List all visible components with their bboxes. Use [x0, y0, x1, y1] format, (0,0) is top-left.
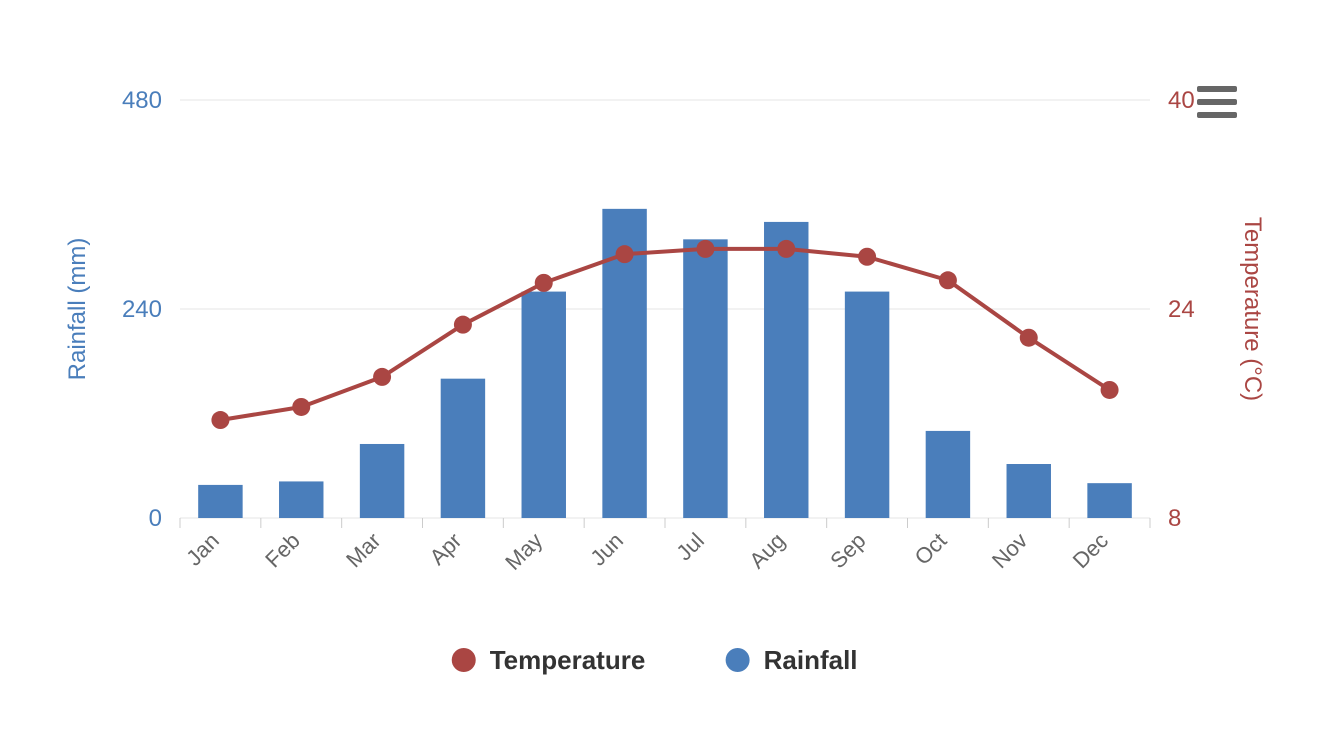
temperature-marker[interactable]: [211, 411, 229, 429]
menu-bar: [1197, 99, 1237, 105]
rainfall-bar[interactable]: [198, 485, 242, 518]
x-tick-label: Apr: [425, 528, 467, 570]
rainfall-bar[interactable]: [441, 379, 485, 518]
y-left-tick-label: 240: [122, 296, 162, 323]
rainfall-bar[interactable]: [1007, 464, 1051, 518]
menu-bar: [1197, 86, 1237, 92]
x-tick-label: Jan: [181, 528, 224, 571]
y-left-tick-label: 480: [122, 87, 162, 114]
x-tick-label: Mar: [341, 528, 385, 572]
temperature-marker[interactable]: [292, 398, 310, 416]
y-right-tick-label: 40: [1168, 87, 1195, 114]
temperature-marker[interactable]: [939, 271, 957, 289]
y-left-tick-label: 0: [149, 505, 162, 532]
temperature-marker[interactable]: [696, 240, 714, 258]
menu-bar: [1197, 112, 1237, 118]
temperature-marker[interactable]: [454, 316, 472, 334]
legend-rainfall-label[interactable]: Rainfall: [764, 645, 858, 675]
chart-menu-icon[interactable]: [1197, 86, 1237, 118]
rainfall-bar[interactable]: [522, 292, 566, 518]
x-tick-label: Sep: [825, 528, 870, 573]
rainfall-bar[interactable]: [683, 239, 727, 518]
temperature-marker[interactable]: [858, 248, 876, 266]
rainfall-bar[interactable]: [926, 431, 970, 518]
x-tick-label: Feb: [260, 528, 304, 572]
x-tick-label: May: [500, 528, 547, 575]
x-tick-label: Jul: [671, 528, 709, 566]
rainfall-bar[interactable]: [360, 444, 404, 518]
legend-temperature-label[interactable]: Temperature: [490, 645, 646, 675]
y-right-axis-title: Temperature (°C): [1239, 217, 1266, 401]
x-tick-label: Jun: [585, 528, 628, 571]
rainfall-bar[interactable]: [845, 292, 889, 518]
x-tick-label: Nov: [987, 528, 1032, 573]
y-right-tick-label: 24: [1168, 296, 1195, 323]
y-right-tick-label: 8: [1168, 505, 1181, 532]
legend-temperature-symbol[interactable]: [452, 648, 476, 672]
rainfall-bar[interactable]: [279, 481, 323, 518]
climate-chart: 0 240 480 8 24 40 Jan Feb Mar Apr May Jun Jul Aug Sep O…: [0, 0, 1336, 738]
x-tick-label: Dec: [1068, 528, 1113, 573]
rainfall-bar[interactable]: [1087, 483, 1131, 518]
chart-svg: 0 240 480 8 24 40 Jan Feb Mar Apr May Jun Jul Aug Sep O…: [0, 0, 1336, 738]
temperature-marker[interactable]: [1101, 381, 1119, 399]
temperature-marker[interactable]: [373, 368, 391, 386]
temperature-marker[interactable]: [777, 240, 795, 258]
rainfall-bar[interactable]: [764, 222, 808, 518]
legend-rainfall-symbol[interactable]: [726, 648, 750, 672]
temperature-line[interactable]: [220, 249, 1109, 420]
x-tick-label: Oct: [910, 528, 952, 570]
temperature-marker[interactable]: [1020, 329, 1038, 347]
temperature-marker[interactable]: [535, 274, 553, 292]
y-left-axis-title: Rainfall (mm): [64, 238, 91, 381]
x-tick-label: Aug: [744, 528, 789, 573]
temperature-marker[interactable]: [616, 245, 634, 263]
